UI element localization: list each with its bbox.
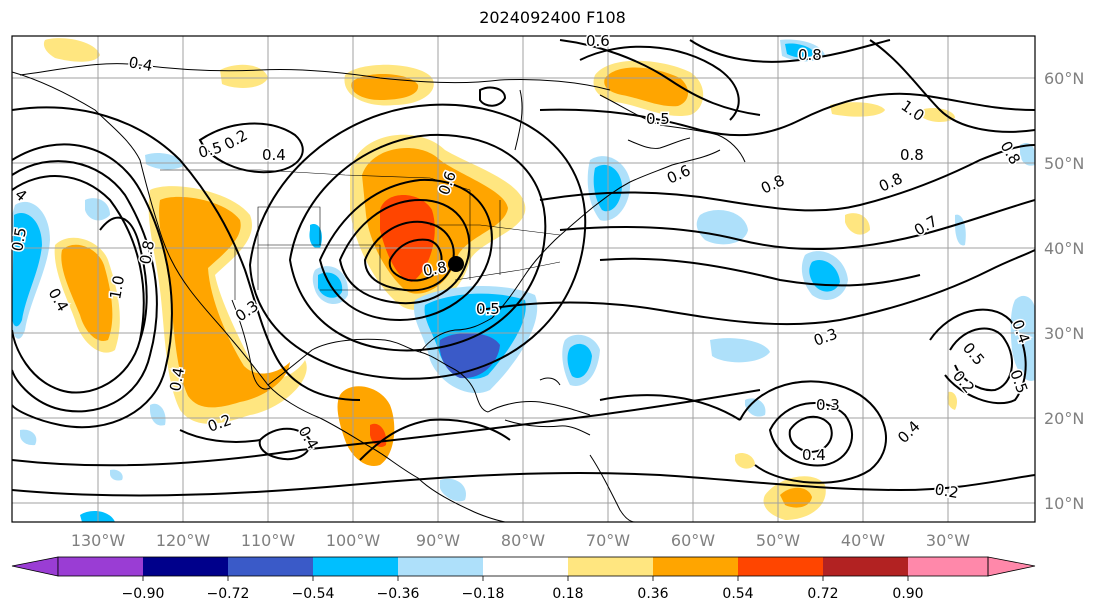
longitude-label: 80°W	[501, 531, 545, 550]
latitude-label: 60°N	[1044, 69, 1084, 88]
longitude-label: 30°W	[926, 531, 970, 550]
colorbar-frame	[57, 556, 989, 577]
graticule	[12, 36, 1035, 522]
longitude-label: 50°W	[756, 531, 800, 550]
contour-label: 0.8	[900, 146, 924, 164]
longitude-labels: 130°W 120°W 110°W 100°W 90°W 80°W 70°W 6…	[71, 531, 970, 550]
colorbar-tick-label: 0.36	[637, 586, 668, 602]
longitude-label: 70°W	[586, 531, 630, 550]
contour-label: 0.4	[262, 146, 286, 164]
latitude-label: 20°N	[1044, 409, 1084, 428]
colorbar-segment	[823, 557, 908, 576]
latitude-labels: 60°N 50°N 40°N 30°N 20°N 10°N	[1044, 69, 1084, 513]
colorbar-tick-label: 0.90	[892, 586, 923, 602]
colorbar: −0.90 −0.72 −0.54 −0.36 −0.18 0.18 0.36 …	[11, 556, 1036, 602]
longitude-label: 100°W	[326, 531, 381, 550]
colorbar-segment	[398, 557, 483, 576]
longitude-label: 90°W	[416, 531, 460, 550]
colorbar-segment	[568, 557, 653, 576]
contour-label: 0.5	[8, 226, 30, 253]
latitude-label: 40°N	[1044, 239, 1084, 258]
contour-label: 0.5	[476, 300, 500, 318]
shaded-anomalies	[12, 38, 1035, 522]
colorbar-tick-label: −0.72	[207, 586, 250, 602]
contour-label: 0.8	[798, 46, 822, 64]
contour-label: 0.6	[586, 32, 610, 50]
colorbar-segment	[143, 557, 228, 576]
map-frame	[11, 35, 1036, 523]
colorbar-segment	[313, 557, 398, 576]
contour-label: 0.3	[816, 396, 840, 414]
colorbar-extend-high	[987, 556, 1036, 577]
colorbar-tick-label: −0.18	[462, 586, 505, 602]
colorbar-segment	[653, 557, 738, 576]
colorbar-extend-low	[11, 556, 59, 577]
colorbar-segment	[738, 557, 823, 576]
colorbar-segment	[483, 557, 568, 576]
longitude-label: 130°W	[71, 531, 126, 550]
contour-label: 0.5	[646, 110, 670, 128]
latitude-label: 50°N	[1044, 154, 1084, 173]
latitude-label: 30°N	[1044, 324, 1084, 343]
longitude-label: 40°W	[841, 531, 885, 550]
colorbar-ticks	[142, 576, 909, 581]
colorbar-tick-label: 0.18	[552, 586, 583, 602]
colorbar-tick-label: 0.72	[807, 586, 838, 602]
longitude-label: 120°W	[156, 531, 211, 550]
coastlines	[12, 63, 746, 522]
longitude-label: 110°W	[241, 531, 296, 550]
contour-label: 0.8	[136, 239, 158, 266]
storm-center-marker	[448, 256, 464, 272]
latitude-label: 10°N	[1044, 494, 1084, 513]
colorbar-tick-label: −0.36	[377, 586, 420, 602]
map-title: 2024092400 F108	[479, 8, 626, 27]
colorbar-tick-label: 0.54	[722, 586, 753, 602]
contour-label: 0.8	[422, 258, 449, 280]
colorbar-segment	[58, 557, 143, 576]
contour-label: 0.4	[802, 446, 826, 464]
colorbar-tick-label: −0.54	[292, 586, 335, 602]
colorbar-segment	[908, 557, 988, 576]
longitude-label: 60°W	[671, 531, 715, 550]
colorbar-tick-label: −0.90	[122, 586, 165, 602]
colorbar-segment	[228, 557, 313, 576]
